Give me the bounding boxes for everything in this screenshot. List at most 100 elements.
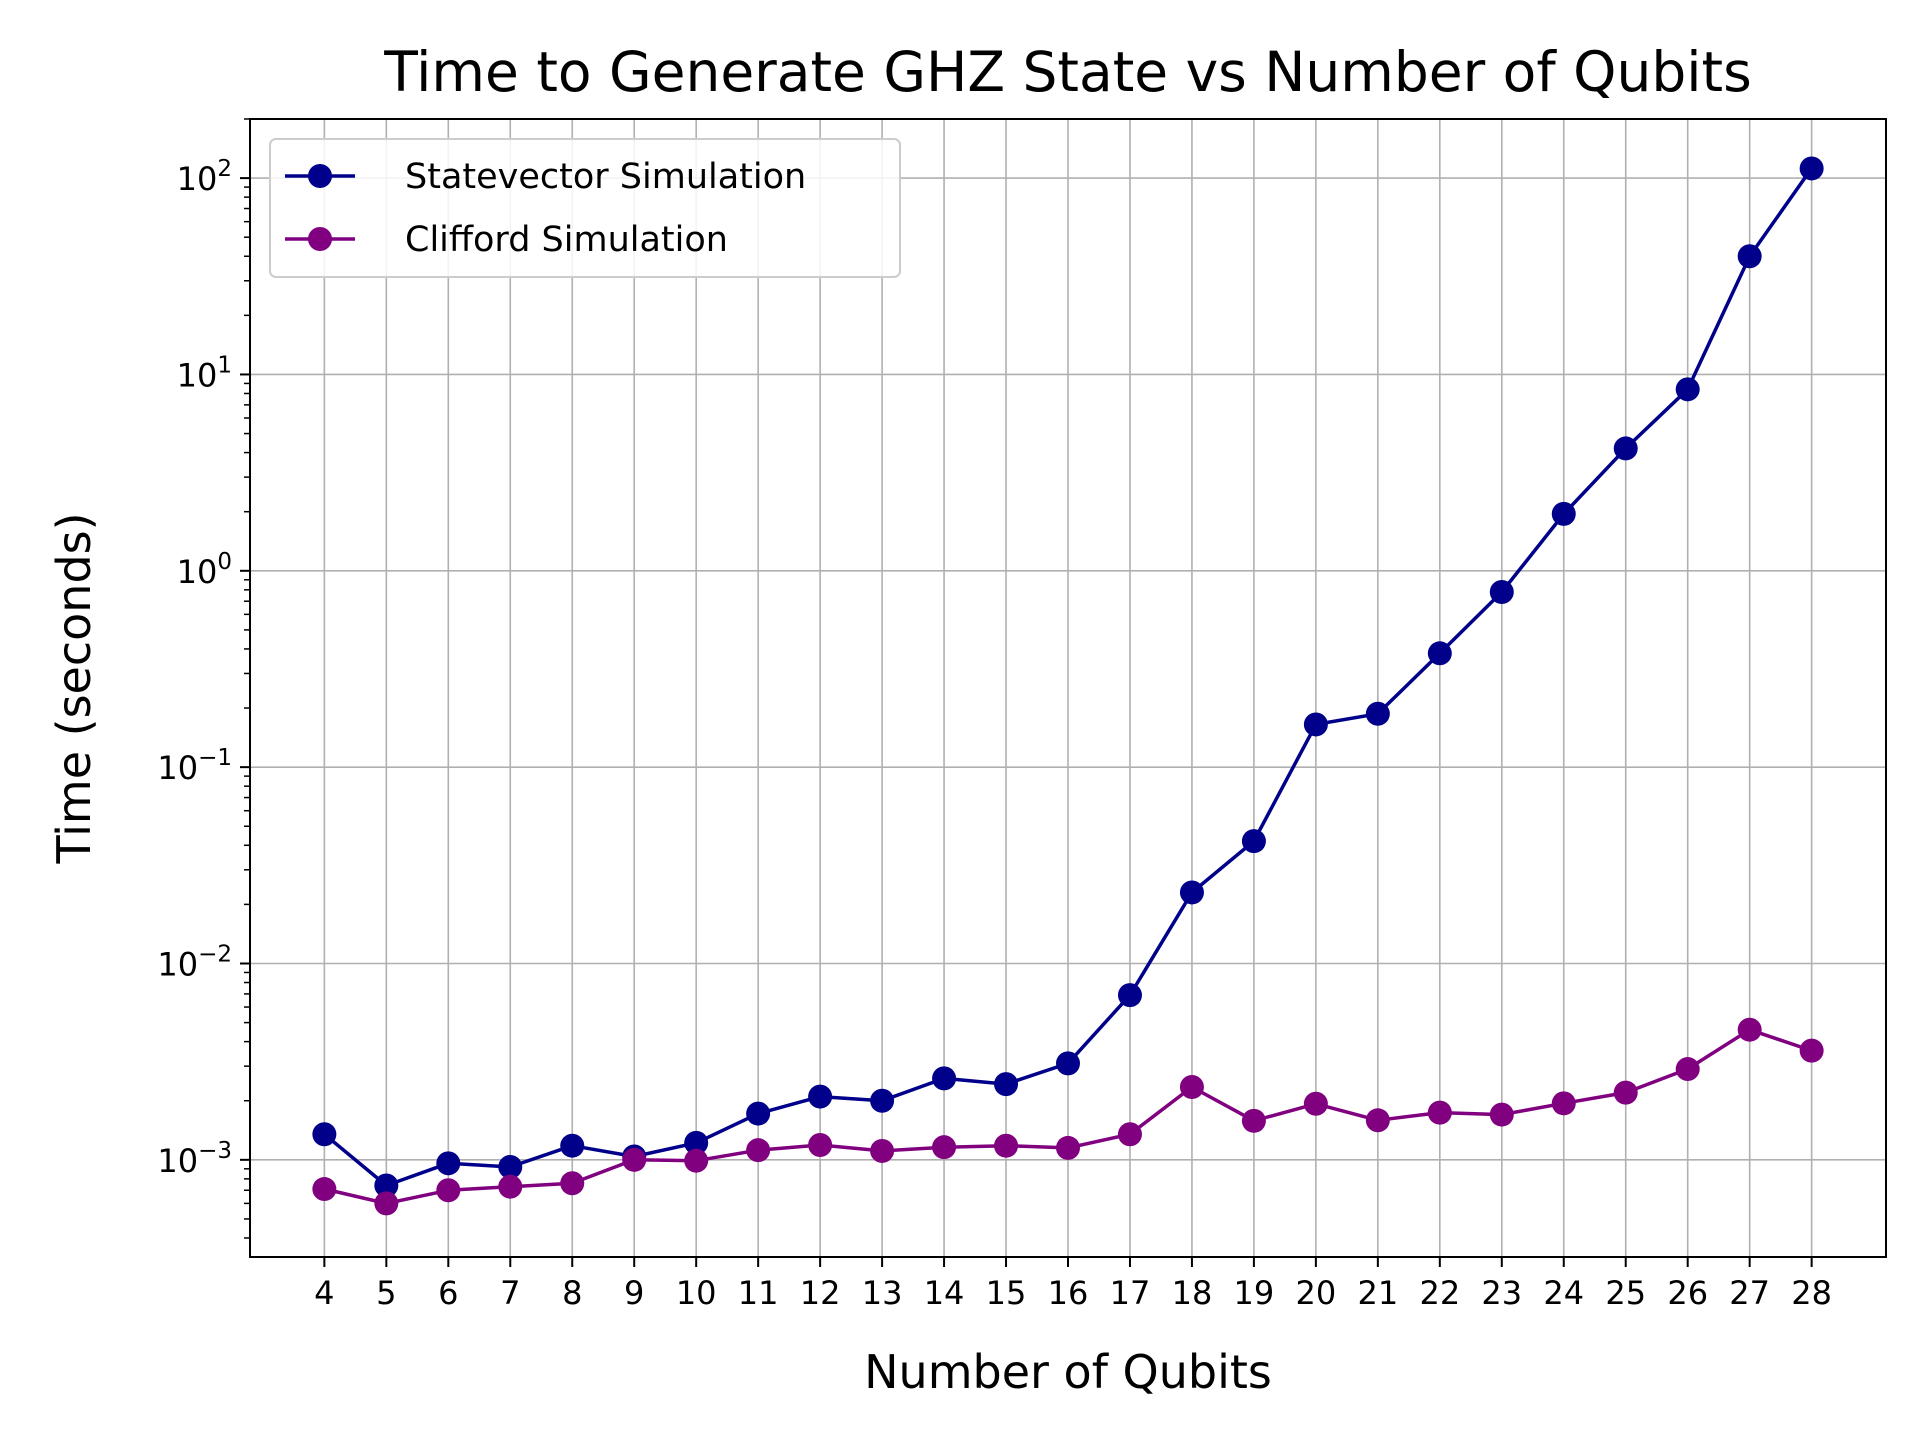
data-point	[1613, 1080, 1638, 1105]
data-point	[1117, 983, 1142, 1008]
x-tick-label: 25	[1605, 1274, 1646, 1312]
x-tick-label: 10	[676, 1274, 717, 1312]
data-point	[1799, 156, 1824, 181]
x-tick-label: 6	[438, 1274, 458, 1312]
data-point	[560, 1133, 585, 1158]
legend-label: Statevector Simulation	[405, 157, 806, 197]
x-tick-label: 5	[376, 1274, 396, 1312]
data-point	[932, 1066, 957, 1091]
y-tick-label-base: 10	[157, 749, 198, 787]
x-tick-label: 4	[314, 1274, 334, 1312]
data-point	[808, 1084, 833, 1109]
data-point	[498, 1174, 523, 1199]
data-point	[498, 1154, 523, 1179]
data-point	[1675, 377, 1700, 402]
y-tick-label-exponent: −2	[198, 941, 232, 967]
legend: Statevector Simulation Clifford Simulatio…	[269, 138, 901, 278]
y-tick-label-base: 10	[177, 160, 218, 198]
data-point	[1056, 1135, 1080, 1160]
x-tick-label: 16	[1048, 1274, 1089, 1312]
data-point	[1056, 1051, 1080, 1076]
data-point	[1179, 1074, 1204, 1099]
data-point	[312, 1177, 337, 1202]
x-tick-label: 20	[1296, 1274, 1337, 1312]
data-point	[932, 1135, 957, 1160]
data-point	[622, 1147, 647, 1172]
y-tick-label: 102	[177, 156, 232, 198]
legend-marker	[308, 164, 332, 188]
data-point	[1365, 701, 1390, 726]
data-point	[1365, 1108, 1390, 1133]
data-point	[870, 1088, 895, 1113]
x-tick-label: 18	[1172, 1274, 1213, 1312]
x-tick-label: 19	[1234, 1274, 1275, 1312]
data-point	[436, 1151, 461, 1176]
data-point	[684, 1148, 709, 1173]
y-tick-label-exponent: −1	[198, 745, 232, 771]
data-point	[994, 1072, 1019, 1097]
data-point	[1799, 1038, 1824, 1063]
data-point	[1427, 641, 1452, 666]
series-layer	[312, 156, 1824, 1216]
data-point	[746, 1138, 771, 1163]
data-point	[560, 1171, 585, 1196]
data-point	[746, 1101, 771, 1126]
x-tick-label: 8	[562, 1274, 582, 1312]
data-point	[1675, 1057, 1700, 1082]
data-point	[684, 1130, 709, 1155]
x-tick-label: 13	[862, 1274, 903, 1312]
legend-label: Clifford Simulation	[405, 220, 728, 260]
x-tick-label: 15	[986, 1274, 1027, 1312]
data-point	[1303, 712, 1328, 737]
data-point	[870, 1138, 895, 1163]
legend-marker	[308, 227, 332, 251]
data-point	[1241, 829, 1266, 854]
x-tick-label: 9	[624, 1274, 644, 1312]
data-point	[1613, 436, 1638, 461]
x-tick-label: 22	[1419, 1274, 1460, 1312]
x-tick-label: 14	[924, 1274, 965, 1312]
y-tick-label-base: 10	[177, 356, 218, 394]
y-tick-label: 101	[177, 352, 232, 394]
legend-box	[269, 138, 901, 278]
x-axis-title: Number of Qubits	[864, 1345, 1272, 1399]
y-tick-label: 10−2	[157, 941, 232, 983]
data-point	[1241, 1108, 1266, 1133]
x-tick-label: 17	[1110, 1274, 1151, 1312]
y-tick-label-exponent: 0	[217, 549, 232, 575]
data-point	[1117, 1122, 1142, 1147]
data-point	[1551, 501, 1576, 526]
x-tick-label: 21	[1357, 1274, 1398, 1312]
data-point	[312, 1122, 337, 1147]
x-tick-label: 24	[1543, 1274, 1584, 1312]
x-tick-label: 23	[1481, 1274, 1522, 1312]
x-tick-label: 11	[738, 1274, 779, 1312]
y-tick-label-exponent: 2	[217, 156, 232, 182]
x-tick-label: 7	[500, 1274, 520, 1312]
y-tick-label-exponent: −3	[198, 1138, 232, 1164]
axis-ticks: 4 5 6 7 8 9 10 11 12 13 14 15 16 17 18 19 20 21 22 23 24 25 26…	[157, 118, 1832, 1312]
x-tick-label: 12	[800, 1274, 841, 1312]
y-tick-label-base: 10	[157, 945, 198, 983]
y-tick-label-exponent: 1	[217, 352, 232, 378]
y-axis-title: Time (seconds)	[47, 512, 101, 864]
data-point	[994, 1133, 1019, 1158]
data-point	[1489, 1102, 1514, 1127]
data-point	[1737, 1017, 1762, 1042]
y-tick-label: 10−1	[157, 745, 232, 787]
data-point	[1427, 1100, 1452, 1125]
data-point	[1489, 579, 1514, 604]
data-point	[374, 1173, 399, 1198]
data-point	[374, 1191, 399, 1216]
chart-title: Time to Generate GHZ State vs Number of …	[383, 40, 1752, 104]
data-point	[436, 1178, 461, 1203]
y-tick-label: 10−3	[157, 1138, 232, 1180]
y-tick-label-base: 10	[157, 1142, 198, 1180]
x-tick-label: 26	[1667, 1274, 1708, 1312]
data-point	[1551, 1091, 1576, 1116]
data-point	[1179, 880, 1204, 905]
x-tick-label: 27	[1729, 1274, 1770, 1312]
data-point	[808, 1133, 833, 1158]
data-point	[1303, 1091, 1328, 1116]
